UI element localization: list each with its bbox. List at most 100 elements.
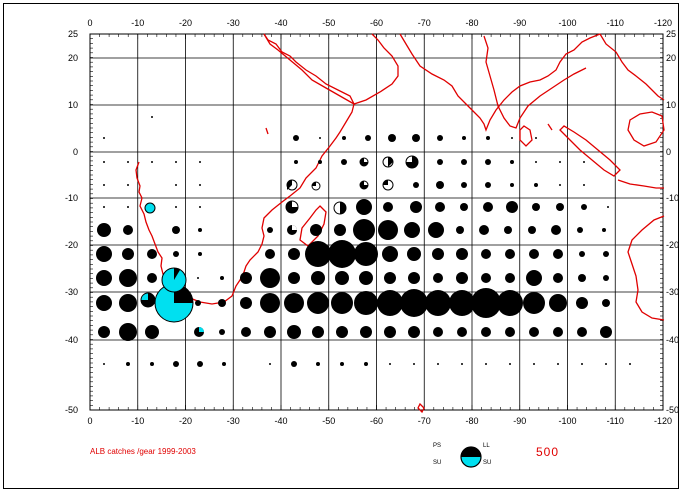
catch-dot [485, 159, 491, 165]
catch-dot [383, 202, 393, 212]
x-tick-label-bottom: -40 [274, 416, 287, 426]
catch-dot [532, 203, 540, 211]
x-tick-label-bottom: -100 [558, 416, 576, 426]
mixed-catch-pie [140, 292, 156, 308]
catch-dot [96, 295, 112, 311]
catch-dot [583, 161, 585, 163]
catch-dot [340, 362, 344, 366]
y-tick-label-right: 0 [666, 147, 671, 157]
catch-dot [425, 290, 451, 316]
ps-ll-pie [287, 225, 297, 235]
y-tick-label-right: -50 [666, 405, 679, 415]
catch-dot [481, 273, 491, 283]
gulf-coastline [399, 33, 601, 132]
coastline [135, 33, 665, 414]
catch-dot [577, 227, 583, 233]
y-tick-label-left: -40 [65, 335, 78, 345]
y-tick-label-right: 10 [666, 100, 676, 110]
y-tick-label-right: -10 [666, 193, 679, 203]
catch-dot [462, 136, 466, 140]
catch-dot [288, 248, 300, 260]
catch-dot [576, 297, 588, 309]
y-tick-label-left: -50 [65, 405, 78, 415]
ps-ll-pie [359, 157, 369, 167]
java-coastline [617, 179, 664, 189]
catch-dot [127, 184, 129, 186]
map-caption: ALB catches /gear 1999-2003 [90, 447, 196, 456]
catch-dot [510, 183, 514, 187]
catch-dot [312, 326, 324, 338]
catch-dot [198, 228, 202, 232]
catch-dot [360, 326, 372, 338]
ps-ll-pie [286, 179, 298, 191]
catch-dot [388, 134, 396, 142]
x-tick-label-top: -70 [418, 18, 431, 28]
catch-dot [533, 363, 535, 365]
ps-ll-pie [382, 156, 394, 168]
catch-dot [150, 362, 154, 366]
catch-dot [122, 248, 134, 260]
catch-dot [354, 242, 378, 266]
catch-dot [407, 247, 421, 261]
catch-dot [265, 249, 275, 259]
catch-dot [222, 362, 226, 366]
y-tick-label-left: 25 [68, 29, 78, 39]
catch-dot [553, 273, 563, 283]
catch-dot [607, 206, 609, 208]
catch-dot [523, 292, 545, 314]
y-tick-label-right: 25 [666, 29, 676, 39]
catch-dot [311, 271, 325, 285]
catch-dot [485, 182, 491, 188]
legend-su-left-label: SU [433, 460, 442, 466]
catch-dot [103, 206, 105, 208]
ps-ll-pie [311, 181, 321, 191]
x-tick-label-top: -110 [607, 18, 624, 28]
catch-dot [151, 161, 153, 163]
catch-dot [603, 275, 609, 281]
arabia-coastline [263, 33, 399, 105]
catch-dot [197, 277, 199, 279]
catch-dot [461, 363, 463, 365]
catch-dot [341, 159, 347, 165]
catch-dot [240, 272, 252, 284]
catch-dot [382, 246, 398, 262]
catch-dot [103, 161, 105, 163]
catch-dot [481, 327, 491, 337]
catch-dot [287, 325, 301, 339]
catch-dot [509, 363, 511, 365]
legend-su-right-label: SU [483, 460, 492, 466]
catch-dot [336, 326, 348, 338]
catch-dot [551, 225, 561, 235]
catch-dot [556, 203, 564, 211]
mixed-catch-pie [194, 327, 204, 337]
y-tick-label-right: -40 [666, 335, 679, 345]
catch-dot [432, 248, 444, 260]
catch-dot [219, 329, 225, 335]
catch-dot [456, 226, 464, 234]
catch-dot [335, 271, 349, 285]
catch-dot [413, 182, 419, 188]
x-tick-label-top: 0 [87, 18, 92, 28]
x-tick-label-bottom: -50 [322, 416, 335, 426]
catch-dot [151, 116, 153, 118]
catch-dot [173, 251, 179, 257]
catch-dot [96, 246, 112, 262]
x-tick-label-top: -50 [322, 18, 335, 28]
x-tick-label-bottom: -20 [179, 416, 192, 426]
mixed-catch-pie [144, 202, 156, 214]
catch-dot [433, 273, 443, 283]
catch-dot [195, 300, 201, 306]
catch-dot [353, 219, 375, 241]
catch-dot [319, 137, 321, 139]
catch-dot [145, 325, 159, 339]
catch-dot [127, 161, 129, 163]
catch-dot [294, 160, 298, 164]
catch-dot [600, 326, 612, 338]
legend-ll-label: LL [483, 443, 490, 449]
catch-dot [305, 241, 331, 267]
catch-dot [220, 276, 224, 280]
catch-dot [485, 363, 487, 365]
catch-dot [96, 270, 112, 286]
catch-dot [457, 327, 467, 337]
